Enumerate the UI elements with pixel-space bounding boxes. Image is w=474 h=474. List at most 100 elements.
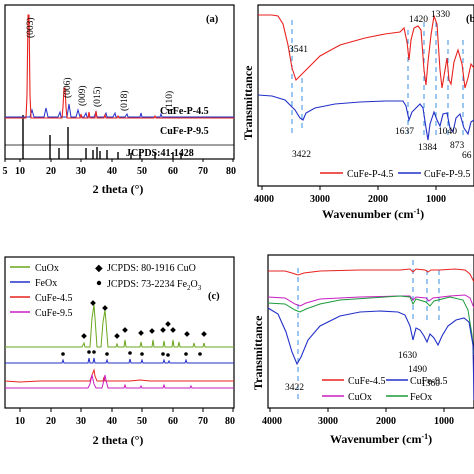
panel-a-x-ticks: [4, 159, 234, 162]
panel-a-x-tick-labels: 5 10 20 30 40 50 60 70 80: [3, 166, 237, 177]
x-axis-label-main: Wavenumber (cm: [330, 432, 421, 446]
diamond-marker: ◆: [122, 325, 128, 334]
panel-c-frame: [4, 256, 235, 409]
band-label-1420: 1420: [409, 15, 428, 25]
panel-a-x-axis-label: 2 theta (°): [93, 182, 144, 196]
diamond-marker: ◆: [90, 298, 96, 307]
series-label-jcpds: JCPDS:41-1428: [126, 148, 194, 159]
x-tick-label: 3000: [310, 194, 330, 205]
dot-marker: [61, 352, 65, 356]
panel-a-jcpds-sticks: [22, 115, 182, 159]
series-cufe-4-5-xrd: [4, 368, 234, 383]
x-axis-label-sup: -1: [421, 432, 428, 441]
legend-label-feox-d: FeOx: [410, 392, 432, 403]
x-tick-label: 4000: [254, 194, 274, 205]
series-cufe-9-5-xrd: [5, 374, 234, 389]
band-label-3541: 3541: [289, 45, 308, 55]
diamond-marker: ◆: [201, 329, 207, 338]
legend-label-cufe-9-5-d: CuFe-9.5: [410, 376, 448, 387]
panel-c-x-ticks: [19, 408, 234, 412]
jcpds-sub-2: 2: [187, 284, 191, 292]
diamond-marker: ◆: [138, 328, 144, 337]
x-tick-label: 30: [76, 166, 86, 177]
peak-label-015: (015): [92, 86, 103, 107]
x-axis-label-end: ): [420, 207, 424, 221]
peak-label-110: (110): [164, 91, 175, 111]
x-tick-label: 70: [198, 166, 208, 177]
panel-b-frame: [257, 4, 474, 187]
diamond-marker: ◆: [149, 326, 155, 335]
legend-label-cufe-p-4-5: CuFe-P-4.5: [347, 169, 393, 180]
series-cuox-xrd: [5, 304, 234, 348]
legend-label-cufe-9-5: CuFe-9.5: [35, 308, 73, 319]
panel-d-x-axis-label: Wavenumber (cm-1): [330, 432, 432, 446]
panel-c: (c) CuOx FeOx CuFe-4.5 CuFe-9.5 ◆ JCPDS:…: [4, 256, 235, 447]
series-cufe-4-5-ftir: [268, 268, 474, 283]
band-label-66: 66: [462, 151, 472, 161]
jcpds-fe-text: JCPDS: 73-2234 Fe: [107, 279, 188, 290]
x-tick-label: 60: [168, 166, 178, 177]
panel-b-legend: CuFe-P-4.5 CuFe-P-9.5: [320, 169, 470, 180]
panel-c-x-tick-labels: 10 20 30 40 50 60 70 80: [15, 416, 235, 427]
diamond-marker: ◆: [102, 303, 108, 312]
panel-b-x-ticks: [261, 186, 437, 190]
x-tick-label: 2000: [368, 194, 388, 205]
peak-label-003: (003): [25, 17, 36, 38]
panel-b-x-tick-labels: 4000 3000 2000 1000: [254, 194, 446, 205]
dot-marker: [87, 350, 91, 354]
series-feox-xrd: [5, 357, 234, 364]
series-label-cufe-p-4-5: CuFe-P-4.5: [160, 106, 209, 117]
panel-d: 3422 1630 1490 1360 CuFe-4.5 CuFe-9.5 Cu…: [251, 254, 474, 446]
series-cufe-p-4-5-ftir: [258, 13, 474, 89]
x-tick-label: 60: [168, 416, 178, 427]
x-tick-label: 80: [226, 166, 236, 177]
series-cufe-p-9-5-ftir: [257, 94, 474, 141]
legend-label-cufe-4-5-d: CuFe-4.5: [348, 376, 386, 387]
band-label-3422: 3422: [292, 150, 311, 160]
series-cuox-ftir: [267, 294, 474, 309]
series-label-cufe-p-9-5: CuFe-P-9.5: [160, 126, 209, 137]
band-label-1637: 1637: [395, 127, 414, 137]
diamond-marker: ◆: [114, 331, 120, 340]
x-tick-label: 40: [107, 416, 117, 427]
x-tick-label: 3000: [318, 416, 338, 427]
panel-c-label: (c): [208, 291, 220, 302]
panel-d-y-axis-label: Transmittance: [251, 315, 265, 390]
x-tick-label: 2000: [376, 416, 396, 427]
x-axis-label-end: ): [428, 432, 432, 446]
legend-label-feox: FeOx: [35, 278, 57, 289]
series-cufe-p-4-5: [5, 14, 234, 119]
series-feox-ftir: [267, 295, 474, 356]
panel-c-diamond-markers: ◆ ◆ ◆ ◆ ◆ ◆ ◆ ◆ ◆ ◆ ◆ ◆: [81, 298, 207, 340]
diamond-marker: ◆: [165, 319, 171, 328]
panel-c-dot-markers: [61, 350, 202, 357]
band-label-1040: 1040: [438, 127, 457, 137]
x-tick-label: 10: [15, 166, 25, 177]
peak-label-006: (006): [62, 77, 73, 98]
panel-b-x-axis-label: Wavenumber (cm-1): [322, 207, 424, 221]
peak-label-009: (009): [77, 85, 88, 106]
x-tick-label: 70: [198, 416, 208, 427]
diamond-marker: ◆: [81, 331, 87, 340]
panel-c-x-axis-label: 2 theta (°): [93, 433, 144, 447]
x-tick-label: 20: [46, 166, 56, 177]
legend-jcpds-cuo: JCPDS: 80-1916 CuO: [107, 263, 196, 274]
jcpds-o-text: O: [191, 279, 198, 290]
panel-a-frame: [4, 4, 235, 160]
diamond-marker: ◆: [170, 325, 176, 334]
legend-label-cuox: CuOx: [35, 263, 59, 274]
dot-marker: [128, 351, 132, 355]
x-tick-label: 40: [107, 166, 117, 177]
panel-d-legend: CuFe-4.5 CuFe-9.5 CuOx FeOx: [322, 376, 448, 403]
x-tick-label: 50: [137, 166, 147, 177]
panel-b: 3541 1420 1330 3422 1637 1384 1040 873 6…: [241, 4, 474, 221]
x-tick-label: 1000: [434, 416, 454, 427]
panel-a: (003) (006) (009) (015) (018) (110) (a) …: [3, 4, 237, 196]
dot-marker: [92, 350, 96, 354]
x-tick-label: 30: [76, 416, 86, 427]
panel-d-dashed-markers: [297, 260, 440, 400]
x-tick-label: 5: [3, 166, 8, 177]
panel-d-frame: [267, 254, 474, 409]
peak-label-018: (018): [119, 90, 130, 111]
